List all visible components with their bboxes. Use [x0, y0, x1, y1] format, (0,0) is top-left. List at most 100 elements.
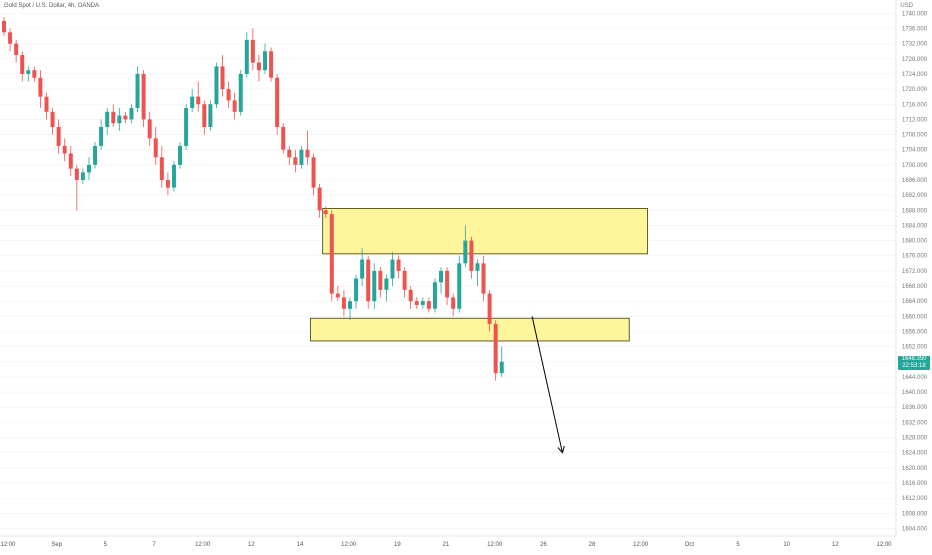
candle-body: [432, 282, 437, 309]
candle-body: [420, 301, 425, 305]
y-tick-label: 1636.000: [902, 405, 928, 411]
candle-body: [44, 96, 49, 112]
candle-body: [56, 126, 61, 146]
candle-body: [184, 108, 189, 146]
candle-body: [117, 115, 122, 124]
candle-body: [269, 51, 274, 78]
candle-body: [487, 293, 492, 324]
y-tick-label: 1692.000: [902, 193, 928, 199]
candle-body: [86, 164, 91, 173]
x-tick-label: 12:00: [195, 542, 211, 548]
x-tick-label: 12: [832, 542, 839, 548]
candle-body: [299, 149, 304, 165]
candle-body: [275, 77, 280, 127]
candle-body: [26, 70, 31, 74]
candle-body: [2, 20, 6, 33]
candle-body: [62, 145, 67, 154]
candle-body: [244, 39, 249, 74]
y-tick-label: 1684.000: [902, 223, 928, 229]
y-tick-label: 1612.000: [902, 496, 928, 502]
candle-body: [238, 73, 243, 112]
y-tick-label: 1704.000: [902, 148, 928, 154]
y-tick-label: 1676.000: [902, 254, 928, 260]
y-tick-label: 1736.000: [902, 27, 928, 33]
x-tick-label: 10: [783, 542, 790, 548]
candle-body: [378, 270, 383, 290]
zones: [310, 208, 648, 342]
x-tick-label: Oct: [685, 542, 695, 548]
candle-body: [287, 149, 292, 158]
candle-body: [329, 214, 334, 294]
y-tick-label: 1660.000: [902, 314, 928, 320]
candle-body: [74, 168, 79, 180]
candle-body: [196, 96, 201, 105]
last-price-badge: 1648.350 22:53:18: [898, 356, 930, 371]
candle-body: [499, 361, 504, 374]
candles: [2, 17, 504, 381]
y-tick-label: 1608.000: [902, 511, 928, 517]
y-tick-label: 1644.000: [902, 375, 928, 381]
y-tick-label: 1708.000: [902, 133, 928, 139]
x-tick-label: 26: [540, 542, 547, 548]
candle-body: [93, 145, 98, 165]
candle-body: [463, 240, 468, 264]
candle-body: [123, 115, 128, 120]
candle-body: [366, 259, 371, 302]
upper-zone: [322, 208, 648, 255]
candle-body: [171, 164, 176, 188]
x-tick-label: 19: [394, 542, 401, 548]
candle-body: [232, 100, 237, 112]
arrow-shaft: [531, 316, 563, 453]
currency-label[interactable]: USD: [900, 3, 913, 9]
y-tick-label: 1672.000: [902, 269, 928, 275]
x-tick-label: 12: [248, 542, 255, 548]
candle-body: [153, 138, 158, 158]
y-tick-label: 1724.000: [902, 72, 928, 78]
x-tick-label: 12:00: [487, 542, 503, 548]
y-tick-label: 1740.000: [902, 11, 928, 17]
candle-body: [202, 104, 207, 127]
candle-body: [372, 270, 377, 302]
x-tick-label: 28: [589, 542, 596, 548]
candle-body: [256, 62, 261, 71]
candle-body: [341, 297, 346, 309]
x-tick-label: 5: [736, 542, 740, 548]
candle-body: [250, 39, 255, 63]
candle-body: [111, 111, 116, 124]
y-tick-label: 1620.000: [902, 466, 928, 472]
x-tick-label: 12:00: [876, 542, 892, 548]
candle-body: [68, 153, 73, 169]
candle-body: [457, 263, 462, 309]
candle-body: [80, 172, 85, 180]
candle-body: [220, 66, 225, 90]
candle-body: [32, 70, 37, 78]
candle-body: [408, 289, 413, 302]
x-tick-label: 12:00: [0, 542, 16, 548]
candle-body: [414, 301, 419, 305]
candle-body: [469, 240, 474, 271]
candle-body: [129, 108, 134, 120]
candle-body: [105, 111, 110, 127]
bar-countdown: 22:53:18: [902, 363, 926, 370]
candle-body: [159, 157, 164, 180]
candle-body: [293, 157, 298, 165]
candle-body: [335, 293, 340, 298]
y-tick-label: 1688.000: [902, 208, 928, 214]
y-tick-label: 1652.000: [902, 345, 928, 351]
candle-body: [226, 89, 231, 101]
candle-body: [475, 263, 480, 271]
x-tick-label: Sep: [51, 542, 62, 548]
y-tick-label: 1604.000: [902, 526, 928, 532]
candle-body: [360, 259, 365, 279]
candle-body: [426, 301, 431, 309]
y-tick-label: 1720.000: [902, 87, 928, 93]
y-tick-label: 1628.000: [902, 436, 928, 442]
arrow: [531, 316, 565, 454]
x-axis: 12:00 Sep 5 7 12:00 12 14 12:00 19 21 12:00 26 28 12:…: [0, 535, 896, 548]
candle-body: [141, 73, 146, 120]
candle-body: [165, 180, 170, 188]
candle-body: [390, 259, 395, 279]
x-tick-label: 5: [104, 542, 108, 548]
